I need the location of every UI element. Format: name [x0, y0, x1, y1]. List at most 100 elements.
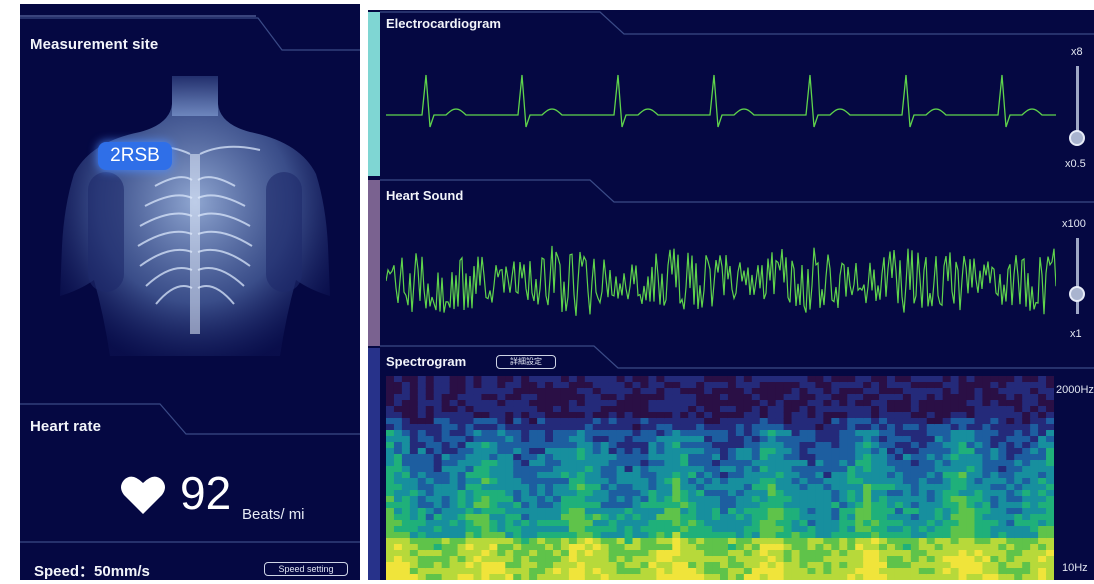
spectrogram-cell	[680, 562, 689, 569]
spectrogram-cell	[807, 496, 817, 503]
spectrogram-cell	[887, 532, 896, 539]
spectrogram-cell	[386, 550, 395, 557]
spectrogram-cell	[529, 574, 538, 580]
spectrogram-cell	[1030, 556, 1039, 563]
spectrogram-cell	[409, 454, 419, 461]
spectrogram-cell	[720, 412, 729, 419]
spectrogram-cell	[815, 538, 824, 545]
spectrogram-cell	[553, 436, 562, 443]
spectrogram-cell	[672, 526, 681, 533]
spectrogram-cell	[521, 568, 530, 575]
spectrogram-cell	[807, 520, 817, 527]
spectrogram-cell	[608, 394, 618, 401]
spectrogram-cell	[1046, 388, 1054, 395]
spectrogram-cell	[545, 406, 554, 413]
spectrogram-cell	[608, 376, 618, 383]
speed-setting-button[interactable]: Speed setting	[264, 562, 348, 576]
spectrogram-cell	[584, 490, 594, 497]
spectrogram-cell	[1022, 526, 1031, 533]
spectrogram-cell	[616, 478, 626, 485]
spectrogram-cell	[489, 496, 498, 503]
spectrogram-cell	[958, 544, 968, 551]
spectrogram-cell	[505, 436, 514, 443]
spectrogram-cell	[712, 556, 721, 563]
spectrogram-cell	[894, 412, 904, 419]
heart-sound-scale-slider[interactable]	[1076, 238, 1079, 314]
spectrogram-cell	[497, 520, 506, 527]
spectrogram-cell	[950, 454, 960, 461]
spectrogram-cell	[1038, 394, 1047, 401]
spectrogram-cell	[608, 406, 618, 413]
spectrogram-cell	[934, 382, 944, 389]
spectrogram-cell	[489, 376, 498, 383]
ecg-slider-knob[interactable]	[1069, 130, 1085, 146]
spectrogram-settings-button[interactable]: 詳細設定	[496, 355, 556, 369]
spectrogram-cell	[576, 490, 586, 497]
spectrogram-cell	[775, 406, 785, 413]
spectrogram-cell	[950, 394, 960, 401]
spectrogram-cell	[433, 442, 443, 449]
spectrogram-cell	[807, 484, 817, 491]
spectrogram-cell	[640, 484, 650, 491]
spectrogram-cell	[727, 412, 737, 419]
spectrogram-cell	[592, 406, 602, 413]
spectrogram-cell	[553, 478, 562, 485]
spectrogram-cell	[696, 448, 705, 455]
spectrogram-cell	[807, 400, 817, 407]
spectrogram-cell	[751, 394, 761, 401]
spectrogram-cell	[839, 538, 848, 545]
spectrogram-cell	[934, 538, 944, 545]
spectrogram-cell	[481, 424, 490, 431]
spectrogram-cell	[799, 430, 809, 437]
spectrogram-cell	[990, 466, 999, 473]
spectrogram-cell	[393, 442, 403, 449]
spectrogram-cell	[696, 454, 705, 461]
spectrogram-cell	[473, 532, 483, 539]
spectrogram-cell	[529, 556, 538, 563]
spectrogram-cell	[513, 472, 522, 479]
spectrogram-cell	[417, 502, 427, 509]
spectrogram-cell	[449, 388, 459, 395]
spectrogram-cell	[441, 388, 451, 395]
spectrogram-cell	[656, 538, 665, 545]
spectrogram-cell	[592, 562, 602, 569]
spectrogram-cell	[632, 538, 642, 545]
spectrogram-cell	[1038, 472, 1047, 479]
spectrogram-cell	[727, 490, 737, 497]
spectrogram-cell	[950, 382, 960, 389]
spectrogram-cell	[584, 556, 594, 563]
spectrogram-cell	[942, 538, 952, 545]
spectrogram-cell	[401, 418, 411, 425]
spectrogram-cell	[759, 520, 769, 527]
spectrogram-cell	[918, 442, 928, 449]
spectrogram-cell	[592, 532, 602, 539]
spectrogram-cell	[592, 526, 602, 533]
spectrogram-cell	[465, 520, 475, 527]
spectrogram-cell	[680, 502, 689, 509]
spectrogram-cell	[513, 550, 522, 557]
spectrogram-cell	[553, 394, 562, 401]
spectrogram-cell	[807, 472, 817, 479]
spectrogram-cell	[902, 496, 912, 503]
spectrogram-cell	[529, 538, 538, 545]
spectrogram-cell	[1046, 574, 1054, 580]
spectrogram-cell	[783, 496, 793, 503]
spectrogram-cell	[982, 520, 991, 527]
spectrogram-cell	[942, 454, 952, 461]
spectrogram-cell	[560, 538, 570, 545]
spectrogram-cell	[425, 388, 435, 395]
spectrogram-cell	[457, 382, 467, 389]
spectrogram-cell	[529, 376, 538, 383]
spectrogram-cell	[513, 556, 522, 563]
ecg-scale-slider[interactable]	[1076, 66, 1079, 144]
spectrogram-cell	[513, 520, 522, 527]
measurement-site-badge[interactable]: 2RSB	[98, 142, 172, 170]
spectrogram-cell	[584, 406, 594, 413]
spectrogram-cell	[608, 538, 618, 545]
heart-sound-slider-knob[interactable]	[1069, 286, 1085, 302]
spectrogram-cell	[791, 406, 801, 413]
spectrogram-cell	[1022, 508, 1031, 515]
spectrogram-cell	[560, 514, 570, 521]
spectrogram-cell	[576, 514, 586, 521]
spectrogram-cell	[401, 472, 411, 479]
